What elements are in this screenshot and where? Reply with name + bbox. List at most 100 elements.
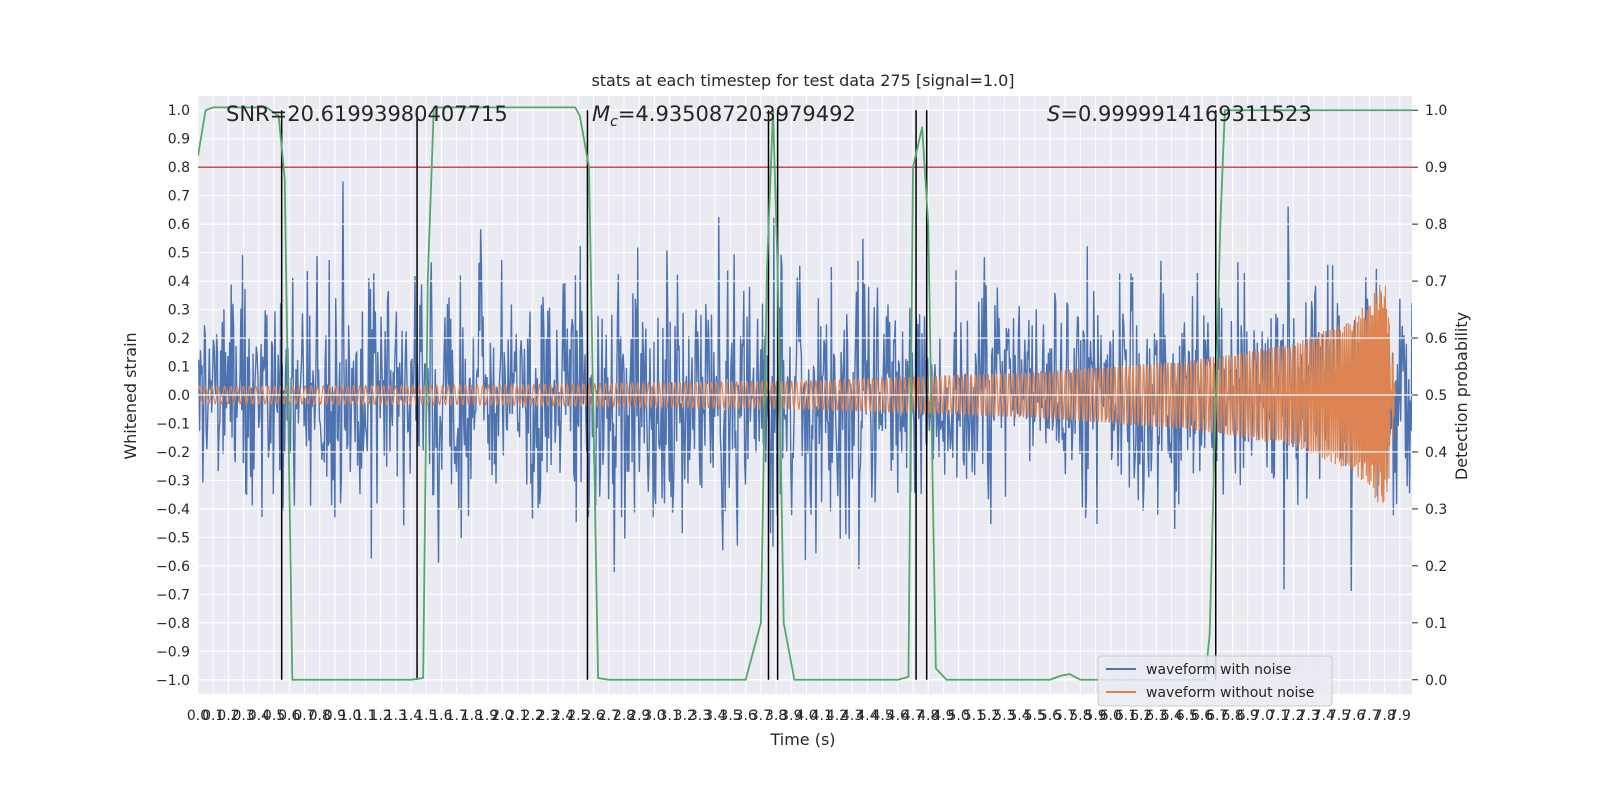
x-tick-label: 2.7 [598, 708, 620, 724]
x-tick-label: 2.5 [567, 708, 589, 724]
y-tick-label: 0.3 [168, 303, 190, 319]
x-tick-label: 3.5 [719, 708, 741, 724]
x-tick-label: 4.2 [826, 708, 848, 724]
x-tick-label: 6.2 [1130, 708, 1152, 724]
x-tick-label: 5.7 [1054, 708, 1076, 724]
x-tick-label: 4.1 [811, 708, 833, 724]
x-tick-label: 4.8 [917, 708, 939, 724]
x-tick-label: 1.2 [369, 708, 391, 724]
x-tick-label: 5.3 [993, 708, 1015, 724]
y-tick-label: 0.6 [168, 217, 190, 233]
x-tick-label: 0.6 [278, 708, 300, 724]
x-tick-label: 3.6 [735, 708, 757, 724]
x-tick-label: 4.4 [856, 708, 878, 724]
x-tick-label: 7.6 [1343, 708, 1365, 724]
x-tick-label: 5.4 [1008, 708, 1030, 724]
x-tick-label: 7.9 [1389, 708, 1411, 724]
y-tick-label: 0.5 [168, 246, 190, 262]
x-tick-label: 3.9 [780, 708, 802, 724]
y-tick-label: −0.3 [156, 473, 190, 489]
x-tick-label: 3.2 [674, 708, 696, 724]
x-tick-label: 5.0 [948, 708, 970, 724]
x-tick-label: 2.1 [506, 708, 528, 724]
x-tick-label: 0.4 [248, 708, 270, 724]
x-tick-label: 1.6 [430, 708, 452, 724]
y2-tick-label: 0.0 [1425, 673, 1447, 689]
x-tick-label: 6.6 [1191, 708, 1213, 724]
x-tick-label: 0.5 [263, 708, 285, 724]
x-tick-label: 7.7 [1358, 708, 1380, 724]
x-tick-label: 1.1 [354, 708, 376, 724]
y-tick-label: 1.0 [168, 103, 190, 119]
x-tick-label: 0.3 [233, 708, 255, 724]
x-tick-label: 1.9 [476, 708, 498, 724]
legend: waveform with noise waveform without noi… [1097, 655, 1333, 707]
x-tick-label: 5.5 [1024, 708, 1046, 724]
y2-tick-label: 0.4 [1425, 445, 1447, 461]
x-tick-label: 4.6 [887, 708, 909, 724]
x-tick-label: 2.4 [552, 708, 574, 724]
y2-axis-ticks: 0.0 0.1 0.2 0.3 0.4 0.5 0.6 0.7 0.8 0.9 1.0 [1412, 103, 1447, 689]
y2-tick-label: 0.1 [1425, 616, 1447, 632]
series-detection-probability [198, 106, 1412, 681]
y-tick-label: 0.0 [168, 388, 190, 404]
x-tick-label: 1.4 [400, 708, 422, 724]
x-tick-label: 7.4 [1313, 708, 1335, 724]
y-tick-label: −0.5 [156, 530, 190, 546]
x-tick-label: 0.7 [293, 708, 315, 724]
y-axis-label: Whitened strain [121, 332, 140, 459]
detection-probability-path [198, 106, 1412, 681]
x-tick-label: 4.0 [795, 708, 817, 724]
y2-tick-label: 1.0 [1425, 103, 1447, 119]
x-tick-label: 2.3 [537, 708, 559, 724]
x-tick-label: 2.9 [628, 708, 650, 724]
legend-box [1097, 655, 1333, 707]
annotation-s: S=0.9999914169311523 [1047, 102, 1312, 126]
y-tick-label: 0.4 [168, 274, 190, 290]
x-tick-label: 1.7 [445, 708, 467, 724]
y-tick-label: −0.8 [156, 616, 190, 632]
x-tick-label: 6.1 [1115, 708, 1137, 724]
y-tick-label: −0.9 [156, 644, 190, 660]
x-tick-label: 3.0 [643, 708, 665, 724]
y2-axis-label: Detection probability [1452, 312, 1471, 480]
y-tick-label: 0.9 [168, 132, 190, 148]
x-tick-label: 6.8 [1221, 708, 1243, 724]
x-tick-label: 6.7 [1206, 708, 1228, 724]
x-tick-label: 7.0 [1252, 708, 1274, 724]
y-tick-label: 0.2 [168, 331, 190, 347]
x-tick-label: 0.9 [324, 708, 346, 724]
x-tick-label: 7.5 [1328, 708, 1350, 724]
x-tick-label: 2.6 [582, 708, 604, 724]
x-tick-label: 6.5 [1176, 708, 1198, 724]
y2-tick-label: 0.8 [1425, 217, 1447, 233]
y2-tick-label: 0.9 [1425, 160, 1447, 176]
x-tick-label: 2.0 [491, 708, 513, 724]
x-tick-label: 3.4 [704, 708, 726, 724]
y2-tick-label: 0.2 [1425, 559, 1447, 575]
x-tick-label: 1.3 [385, 708, 407, 724]
x-tick-label: 6.4 [1161, 708, 1183, 724]
y2-tick-label: 0.7 [1425, 274, 1447, 290]
x-axis-label: Time (s) [769, 730, 835, 749]
y-tick-label: −0.1 [156, 416, 190, 432]
x-tick-label: 3.7 [750, 708, 772, 724]
y-tick-label: 0.1 [168, 360, 190, 376]
x-tick-label: 4.7 [902, 708, 924, 724]
y-tick-label: −0.7 [156, 587, 190, 603]
y-tick-label: −1.0 [156, 673, 190, 689]
y2-tick-label: 0.5 [1425, 388, 1447, 404]
x-tick-label: 1.8 [461, 708, 483, 724]
chart-title: stats at each timestep for test data 275… [591, 71, 1014, 90]
x-tick-label: 3.8 [765, 708, 787, 724]
x-axis-ticks: 0.00.10.20.30.40.50.60.70.80.91.01.11.21… [187, 708, 1411, 724]
x-tick-label: 4.5 [871, 708, 893, 724]
y2-tick-label: 0.3 [1425, 502, 1447, 518]
y-axis-ticks: −1.0 −0.9 −0.8 −0.7 −0.6 −0.5 −0.4 −0.3 −0.2 −0.1… [156, 103, 190, 689]
x-tick-label: 7.2 [1282, 708, 1304, 724]
vertical-markers [280, 110, 1217, 680]
x-tick-label: 5.6 [1039, 708, 1061, 724]
y-tick-label: 0.8 [168, 160, 190, 176]
x-tick-label: 5.2 [978, 708, 1000, 724]
